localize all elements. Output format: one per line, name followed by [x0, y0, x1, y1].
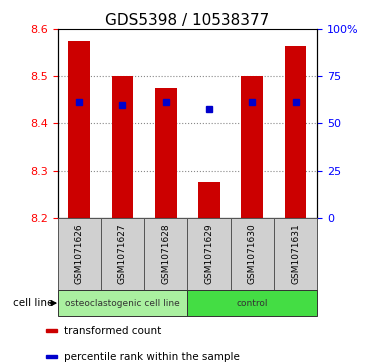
Text: cell line: cell line	[13, 298, 54, 308]
Text: GSM1071629: GSM1071629	[204, 224, 213, 285]
Bar	[187, 218, 231, 290]
Text: GSM1071628: GSM1071628	[161, 224, 170, 285]
Bar	[187, 290, 317, 316]
Bar	[155, 88, 177, 218]
Text: GSM1071626: GSM1071626	[75, 224, 83, 285]
Text: control: control	[237, 299, 268, 307]
Bar	[101, 218, 144, 290]
Bar	[46, 355, 56, 358]
Text: osteoclastogenic cell line: osteoclastogenic cell line	[65, 299, 180, 307]
Bar	[144, 218, 187, 290]
Bar	[242, 76, 263, 218]
Text: GSM1071631: GSM1071631	[291, 224, 300, 285]
Bar	[58, 290, 187, 316]
Bar	[112, 76, 133, 218]
Text: transformed count: transformed count	[64, 326, 161, 336]
Bar	[285, 45, 306, 218]
Text: percentile rank within the sample: percentile rank within the sample	[64, 352, 240, 362]
Text: GSM1071627: GSM1071627	[118, 224, 127, 285]
Text: GSM1071630: GSM1071630	[248, 224, 257, 285]
Bar	[58, 218, 101, 290]
Bar	[231, 218, 274, 290]
Title: GDS5398 / 10538377: GDS5398 / 10538377	[105, 13, 269, 28]
Bar	[198, 182, 220, 218]
Bar	[274, 218, 317, 290]
Bar	[46, 329, 56, 332]
Bar	[68, 41, 90, 218]
